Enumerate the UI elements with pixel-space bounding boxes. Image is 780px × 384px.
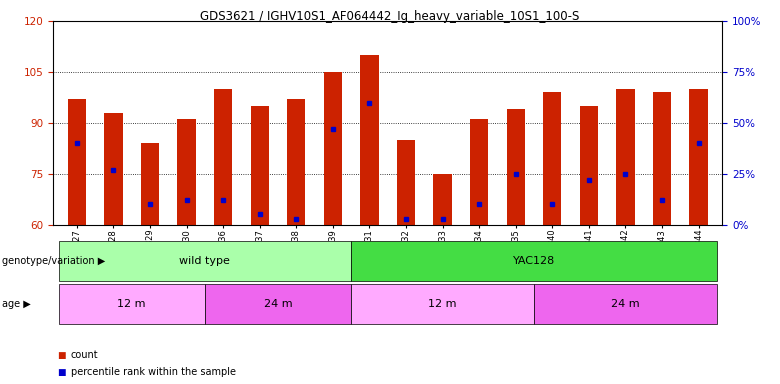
Bar [506,109,525,225]
Bar [397,140,415,225]
Bar [543,92,562,225]
Bar [690,89,707,225]
Bar [324,72,342,225]
Bar [177,119,196,225]
Text: age ▶: age ▶ [2,299,31,310]
Bar [214,89,232,225]
Text: ■: ■ [57,368,66,377]
Text: YAC128: YAC128 [512,256,555,266]
Text: percentile rank within the sample: percentile rank within the sample [71,367,236,377]
Bar [580,106,598,225]
Text: 12 m: 12 m [118,299,146,310]
Bar [653,92,671,225]
Bar [68,99,86,225]
Bar [105,113,122,225]
Text: GDS3621 / IGHV10S1_AF064442_Ig_heavy_variable_10S1_100-S: GDS3621 / IGHV10S1_AF064442_Ig_heavy_var… [200,10,580,23]
Bar [250,106,269,225]
Bar [287,99,306,225]
Text: ■: ■ [57,351,66,360]
Text: wild type: wild type [179,256,230,266]
Bar [141,143,159,225]
Bar [434,174,452,225]
Text: count: count [71,350,98,360]
Text: 24 m: 24 m [611,299,640,310]
Text: 12 m: 12 m [428,299,457,310]
Bar [360,55,378,225]
Text: 24 m: 24 m [264,299,292,310]
Text: genotype/variation ▶: genotype/variation ▶ [2,256,105,266]
Bar [470,119,488,225]
Bar [616,89,634,225]
